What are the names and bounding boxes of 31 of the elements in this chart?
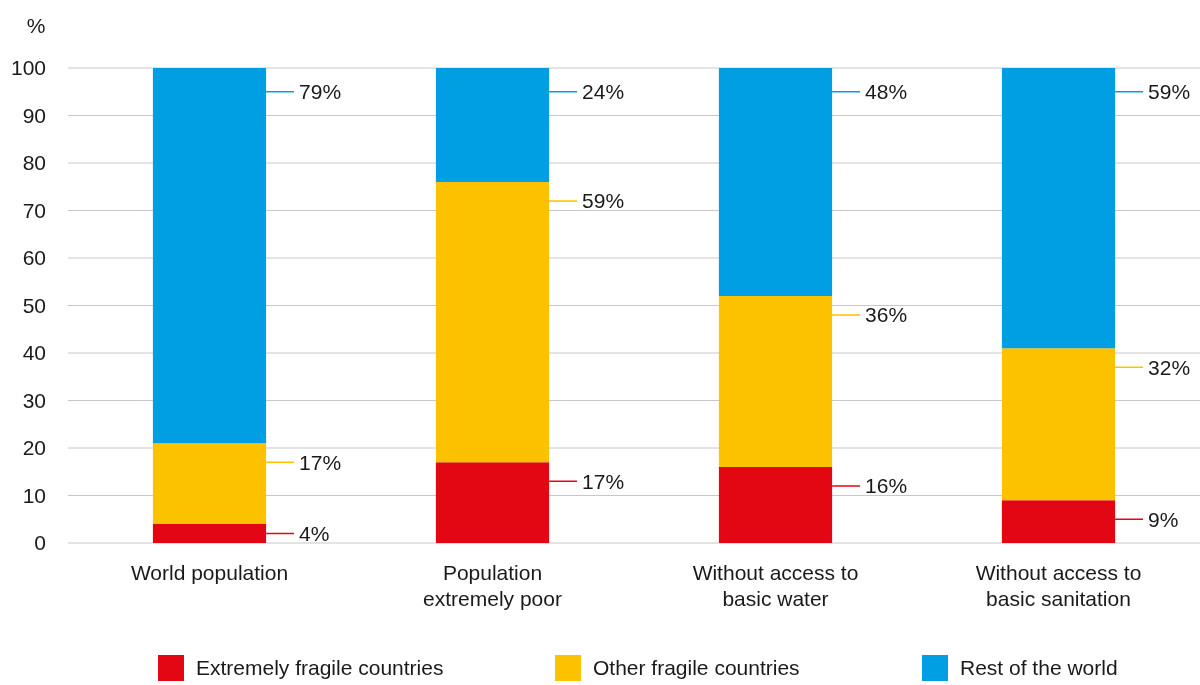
data-label: 17% bbox=[299, 450, 342, 474]
x-tick-label: Without access to basic water bbox=[692, 561, 859, 610]
data-label: 32% bbox=[1148, 355, 1191, 379]
data-label: 4% bbox=[299, 521, 330, 545]
x-tick-label: Population extremely poor bbox=[423, 561, 562, 610]
x-tick-label: Without access to basic sanitation bbox=[975, 561, 1142, 610]
data-label: 59% bbox=[1148, 80, 1191, 104]
data-label: 36% bbox=[865, 303, 908, 327]
y-tick-label: 60 bbox=[22, 246, 46, 270]
data-label: 17% bbox=[582, 469, 625, 493]
y-tick-label: 80 bbox=[22, 151, 46, 175]
y-tick-label: 70 bbox=[22, 198, 46, 222]
y-tick-label: 100 bbox=[10, 56, 46, 80]
y-tick-label: 30 bbox=[22, 388, 46, 412]
y-tick-label: 10 bbox=[22, 483, 46, 507]
legend-label: Rest of the world bbox=[960, 656, 1118, 680]
y-tick-label: 0 bbox=[34, 531, 46, 555]
y-tick-label: 40 bbox=[22, 341, 46, 365]
data-label: 48% bbox=[865, 80, 908, 104]
y-tick-label: 20 bbox=[22, 436, 46, 460]
x-tick-label: World population bbox=[130, 561, 289, 584]
legend-label: Other fragile countries bbox=[593, 656, 800, 680]
y-tick-label: 90 bbox=[22, 103, 46, 127]
y-tick-label: 50 bbox=[22, 293, 46, 317]
data-label: 59% bbox=[582, 189, 625, 213]
legend-label: Extremely fragile countries bbox=[196, 656, 444, 680]
data-label: 24% bbox=[582, 80, 625, 104]
data-label: 79% bbox=[299, 80, 342, 104]
y-axis-title: % bbox=[26, 14, 46, 37]
data-label: 9% bbox=[1148, 507, 1179, 531]
data-label: 16% bbox=[865, 474, 908, 498]
